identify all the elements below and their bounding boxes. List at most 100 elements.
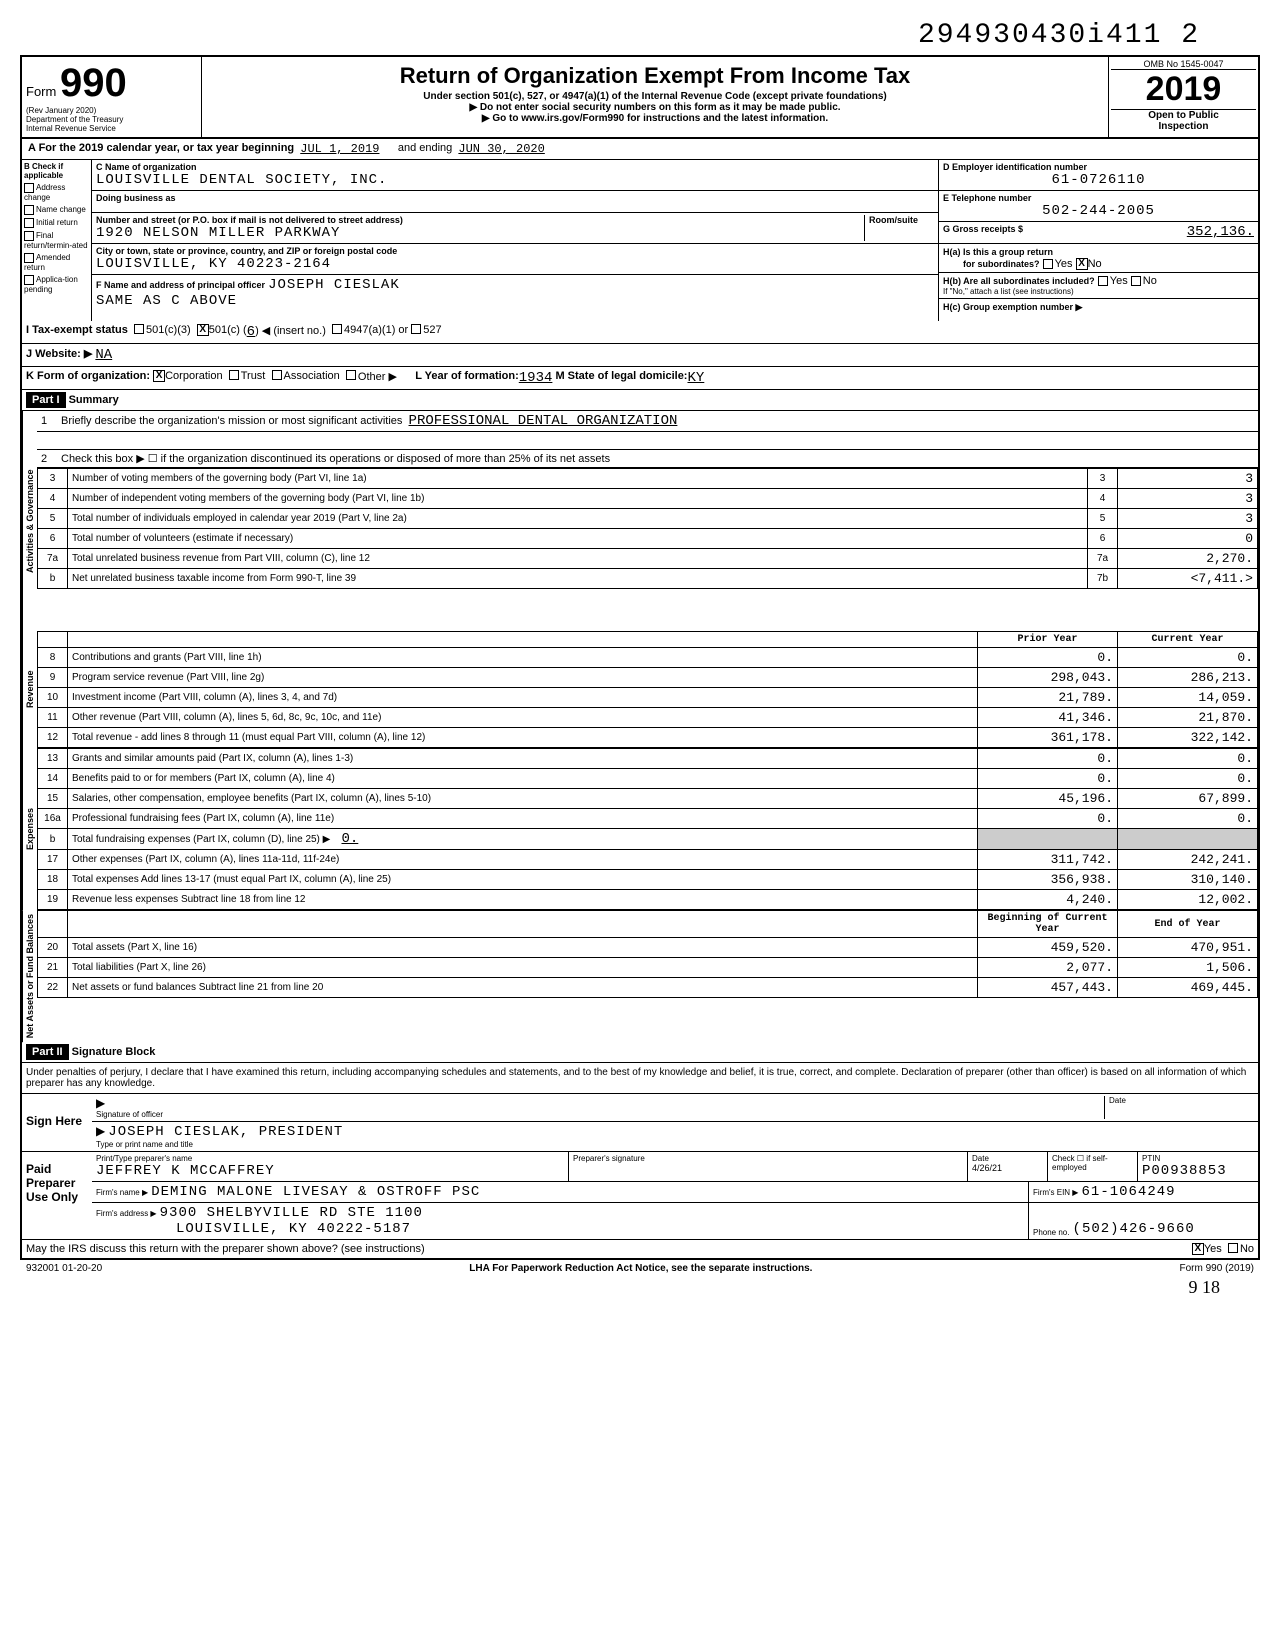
row-prior [978,829,1118,850]
row-num: 16a [38,809,68,829]
row-box: 7b [1088,569,1118,589]
part2-header: Part II [26,1044,69,1060]
year-begin: JUL 1, 2019 [300,142,379,156]
table-row: 19 Revenue less expenses Subtract line 1… [38,890,1258,910]
form-title: Return of Organization Exempt From Incom… [210,63,1100,89]
current-year-header: Current Year [1118,632,1258,648]
firm-addr2: LOUISVILLE, KY 40222-5187 [176,1221,411,1237]
revenue-section: Revenue Prior Year Current Year 8 Contri… [22,631,1258,748]
form-header: Form 990 (Rev January 2020) Department o… [22,57,1258,139]
assoc-checkbox[interactable] [272,370,282,380]
form-990-container: Form 990 (Rev January 2020) Department o… [20,55,1260,1260]
firm-ein-label: Firm's EIN ▶ [1033,1188,1078,1197]
corp-checkbox[interactable]: X [153,370,165,382]
table-row: 5 Total number of individuals employed i… [38,509,1258,529]
hb-yes-checkbox[interactable] [1098,276,1108,286]
prep-date-label: Date [972,1154,1043,1163]
table-row: 10 Investment income (Part VIII, column … [38,688,1258,708]
table-row: 13 Grants and similar amounts paid (Part… [38,749,1258,769]
table-row: 16a Professional fundraising fees (Part … [38,809,1258,829]
prior-year-header: Prior Year [978,632,1118,648]
row-prior: 45,196. [978,789,1118,809]
line-k-label: K Form of organization: [26,370,150,386]
hb-no-checkbox[interactable] [1131,276,1141,286]
table-row: 12 Total revenue - add lines 8 through 1… [38,728,1258,748]
l-label: L Year of formation: [415,370,519,386]
other-label: Other ▶ [358,370,397,386]
form-rev: (Rev January 2020) [26,106,197,115]
footer-mid: LHA For Paperwork Reduction Act Notice, … [469,1263,812,1274]
expenses-table: 13 Grants and similar amounts paid (Part… [37,748,1258,910]
handwritten-note: 9 18 [20,1277,1260,1298]
row-curr: 0. [1118,769,1258,789]
line1-label: Briefly describe the organization's miss… [61,415,402,427]
dln-number: 294930430i411 2 [20,20,1260,51]
officer-title-label: Type or print name and title [96,1140,1254,1149]
row-curr: 0. [1118,749,1258,769]
4947-checkbox[interactable] [332,324,342,334]
row-num: b [38,829,68,850]
net-assets-table: Beginning of Current Year End of Year 20… [37,910,1258,998]
col-b-checkbox[interactable] [24,218,34,228]
row-curr: 322,142. [1118,728,1258,748]
vert-governance: Activities & Governance [22,411,37,631]
527-label: 527 [423,324,441,340]
line-a: A For the 2019 calendar year, or tax yea… [22,139,1258,160]
row-curr: 310,140. [1118,870,1258,890]
ha-label: H(a) Is this a group return [943,247,1053,257]
trust-label: Trust [241,370,266,386]
row-desc: Total number of individuals employed in … [68,509,1088,529]
trust-checkbox[interactable] [229,370,239,380]
firm-addr1: 9300 SHELBYVILLE RD STE 1100 [160,1205,423,1221]
part1-title: Summary [69,394,119,406]
row-prior: 459,520. [978,938,1118,958]
row-num: 18 [38,870,68,890]
row-curr: 0. [1118,809,1258,829]
row-num: 8 [38,648,68,668]
row-num: 10 [38,688,68,708]
ein: 61-0726110 [943,172,1254,188]
ptin-label: PTIN [1142,1154,1254,1163]
col-b-item: Applica-tion pending [24,275,89,294]
col-b-checkbox[interactable] [24,231,34,241]
col-b-item: Name change [24,205,89,215]
discuss-yes-checkbox[interactable]: X [1192,1243,1204,1255]
501c-label2: ) ◀ (insert no.) [255,324,326,340]
col-b-checkbox[interactable] [24,275,34,285]
col-b-item: Initial return [24,218,89,228]
row-prior: 361,178. [978,728,1118,748]
ha-no-checkbox[interactable]: X [1076,258,1088,270]
row-desc: Net unrelated business taxable income fr… [68,569,1088,589]
table-row: 4 Number of independent voting members o… [38,489,1258,509]
line-a-text: A For the 2019 calendar year, or tax yea… [28,142,294,156]
501c3-checkbox[interactable] [134,324,144,334]
table-row: b Total fundraising expenses (Part IX, c… [38,829,1258,850]
sig-officer-label: Signature of officer [96,1110,1104,1119]
col-b-checkbox[interactable] [24,183,34,193]
ha-yes-checkbox[interactable] [1043,259,1053,269]
501c-checkbox[interactable]: X [197,324,209,336]
row-num: 19 [38,890,68,910]
col-b-checkbox[interactable] [24,253,34,263]
527-checkbox[interactable] [411,324,421,334]
col-b-checkbox[interactable] [24,205,34,215]
header-left: Form 990 (Rev January 2020) Department o… [22,57,202,137]
begin-year-header: Beginning of Current Year [978,911,1118,938]
table-row: b Net unrelated business taxable income … [38,569,1258,589]
col-b: B Check if applicable Address changeName… [22,160,92,321]
line-j-label: J Website: ▶ [26,347,92,363]
section-bcd: B Check if applicable Address changeName… [22,160,1258,321]
part1-header: Part I [26,392,66,408]
date-label: Date [1109,1096,1254,1105]
expenses-section: Expenses 13 Grants and similar amounts p… [22,748,1258,910]
row-num: 11 [38,708,68,728]
line2-num: 2 [41,453,61,465]
table-row: 14 Benefits paid to or for members (Part… [38,769,1258,789]
discuss-no-checkbox[interactable] [1228,1243,1238,1253]
sig-arrow2-icon: ▶ [96,1124,105,1138]
row-num: 15 [38,789,68,809]
inspection: Inspection [1158,121,1208,132]
row-desc: Total number of volunteers (estimate if … [68,529,1088,549]
other-checkbox[interactable] [346,370,356,380]
row-prior: 21,789. [978,688,1118,708]
